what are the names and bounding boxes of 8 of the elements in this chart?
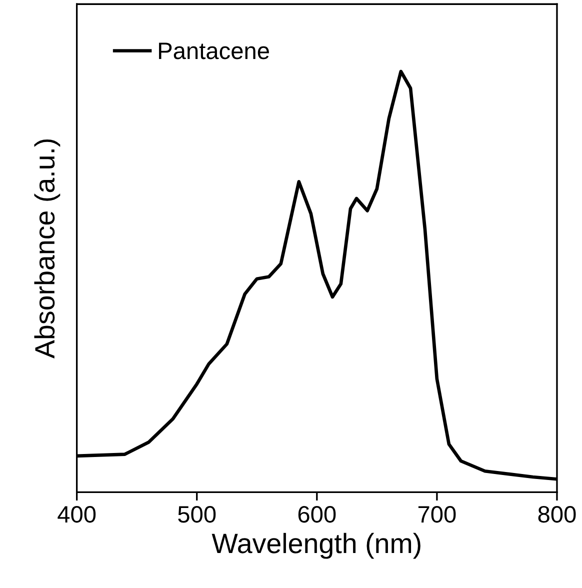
x-tick-label: 600 (298, 506, 336, 523)
y-axis-title: Absorbance (a.u.) (34, 139, 60, 358)
x-tick-label: 700 (418, 506, 456, 523)
x-axis-title: Wavelength (nm) (212, 532, 420, 559)
legend-label: Pantacene (159, 42, 269, 60)
x-tick-label: 500 (178, 506, 216, 523)
x-tick-label: 800 (538, 506, 576, 523)
x-tick-label: 400 (58, 506, 96, 523)
